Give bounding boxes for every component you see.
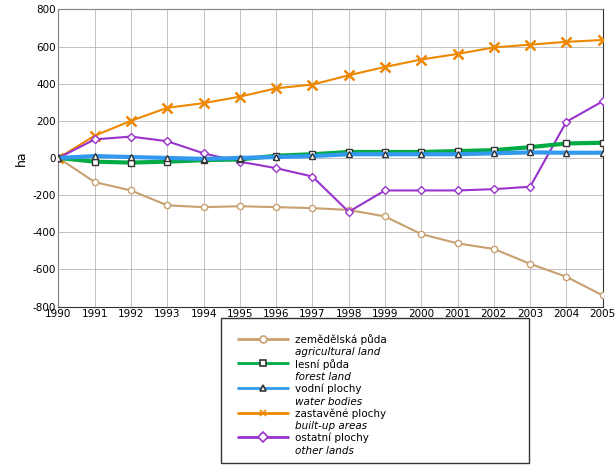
Text: water bodies: water bodies — [295, 396, 362, 407]
Text: zemědělská půda: zemědělská půda — [295, 334, 387, 345]
Text: other lands: other lands — [295, 446, 354, 456]
FancyBboxPatch shape — [221, 318, 529, 463]
Text: built-up areas: built-up areas — [295, 421, 367, 431]
Text: ostatní plochy: ostatní plochy — [295, 433, 369, 443]
Text: lesní půda: lesní půda — [295, 359, 349, 370]
Text: zastavěné plochy: zastavěné plochy — [295, 408, 386, 419]
Text: agricultural land: agricultural land — [295, 347, 381, 357]
Text: vodní plochy: vodní plochy — [295, 384, 362, 394]
Y-axis label: ha: ha — [15, 150, 28, 166]
Text: forest land: forest land — [295, 372, 351, 382]
